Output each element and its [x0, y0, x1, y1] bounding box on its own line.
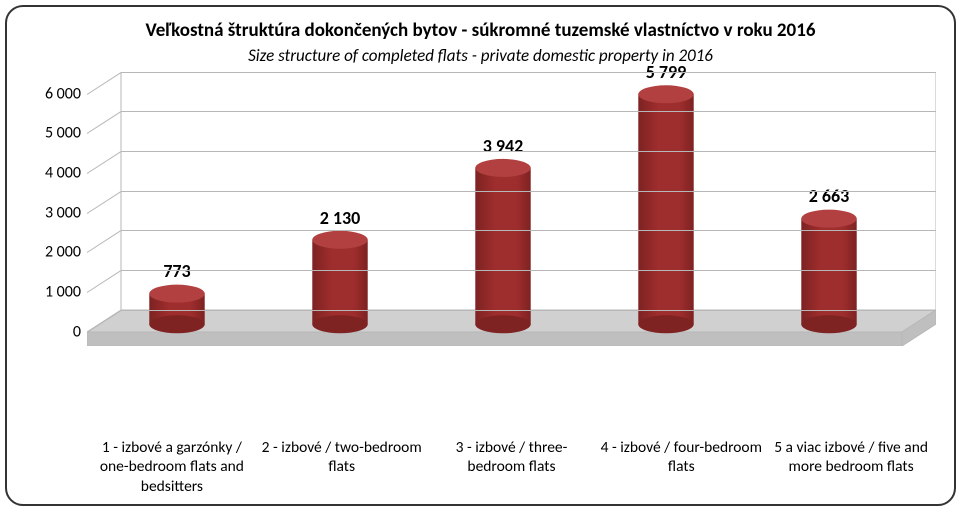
bars-layer: 7732 1303 9425 7992 663: [87, 72, 936, 434]
bar-top: [801, 209, 856, 227]
bar: [312, 240, 367, 324]
grid-line: [121, 111, 936, 112]
y-axis: 0 1 000 2 000 3 000 4 000 5 000 6 000: [25, 72, 87, 434]
y-tick-label: 6 000: [45, 84, 81, 103]
bar-top: [638, 85, 693, 103]
chart-title-main: Veľkostná štruktúra dokončených bytov - …: [25, 19, 936, 43]
y-tick-label: 2 000: [45, 243, 81, 262]
x-tick-label: 5 a viac izbové / five and more bedroom …: [766, 438, 936, 496]
grid-line: [121, 270, 936, 271]
grid-line: [121, 230, 936, 231]
y-tick-label: 5 000: [45, 124, 81, 143]
bar-top: [475, 159, 530, 177]
x-tick-label: 1 - izbové a garzónky / one-bedroom flat…: [87, 438, 257, 496]
bar: [801, 218, 856, 324]
bars-svg: [87, 72, 936, 346]
x-tick-label: 2 - izbové / two-bedroom flats: [257, 438, 427, 496]
y-tick-label: 1 000: [45, 283, 81, 302]
x-tick-label: 3 - izbové / three-bedroom flats: [427, 438, 597, 496]
data-label: 3 942: [483, 135, 524, 157]
x-tick-label: 4 - izbové / four-bedroom flats: [596, 438, 766, 496]
grid-line: [121, 191, 936, 192]
bar: [638, 94, 693, 324]
chart-title-sub: Size structure of completed flats - priv…: [25, 45, 936, 66]
y-tick-label: 3 000: [45, 203, 81, 222]
bar-top: [149, 284, 204, 302]
y-tick-label: 4 000: [45, 164, 81, 183]
grid-line: [121, 151, 936, 152]
chart-title-block: Veľkostná štruktúra dokončených bytov - …: [25, 19, 936, 66]
bar-top: [312, 231, 367, 249]
grid-line: [121, 310, 936, 311]
data-label: 2 130: [320, 207, 361, 229]
y-tick-label: 0: [73, 322, 81, 341]
data-label: 2 663: [809, 185, 850, 207]
chart-grid: 7732 1303 9425 7992 663: [87, 72, 936, 434]
data-label: 773: [163, 260, 190, 282]
x-axis-labels: 1 - izbové a garzónky / one-bedroom flat…: [87, 438, 936, 496]
chart-frame: Veľkostná štruktúra dokončených bytov - …: [5, 5, 956, 506]
grid-line: [121, 72, 936, 73]
plot-area: 0 1 000 2 000 3 000 4 000 5 000 6 000 773 2 130…: [25, 72, 936, 434]
